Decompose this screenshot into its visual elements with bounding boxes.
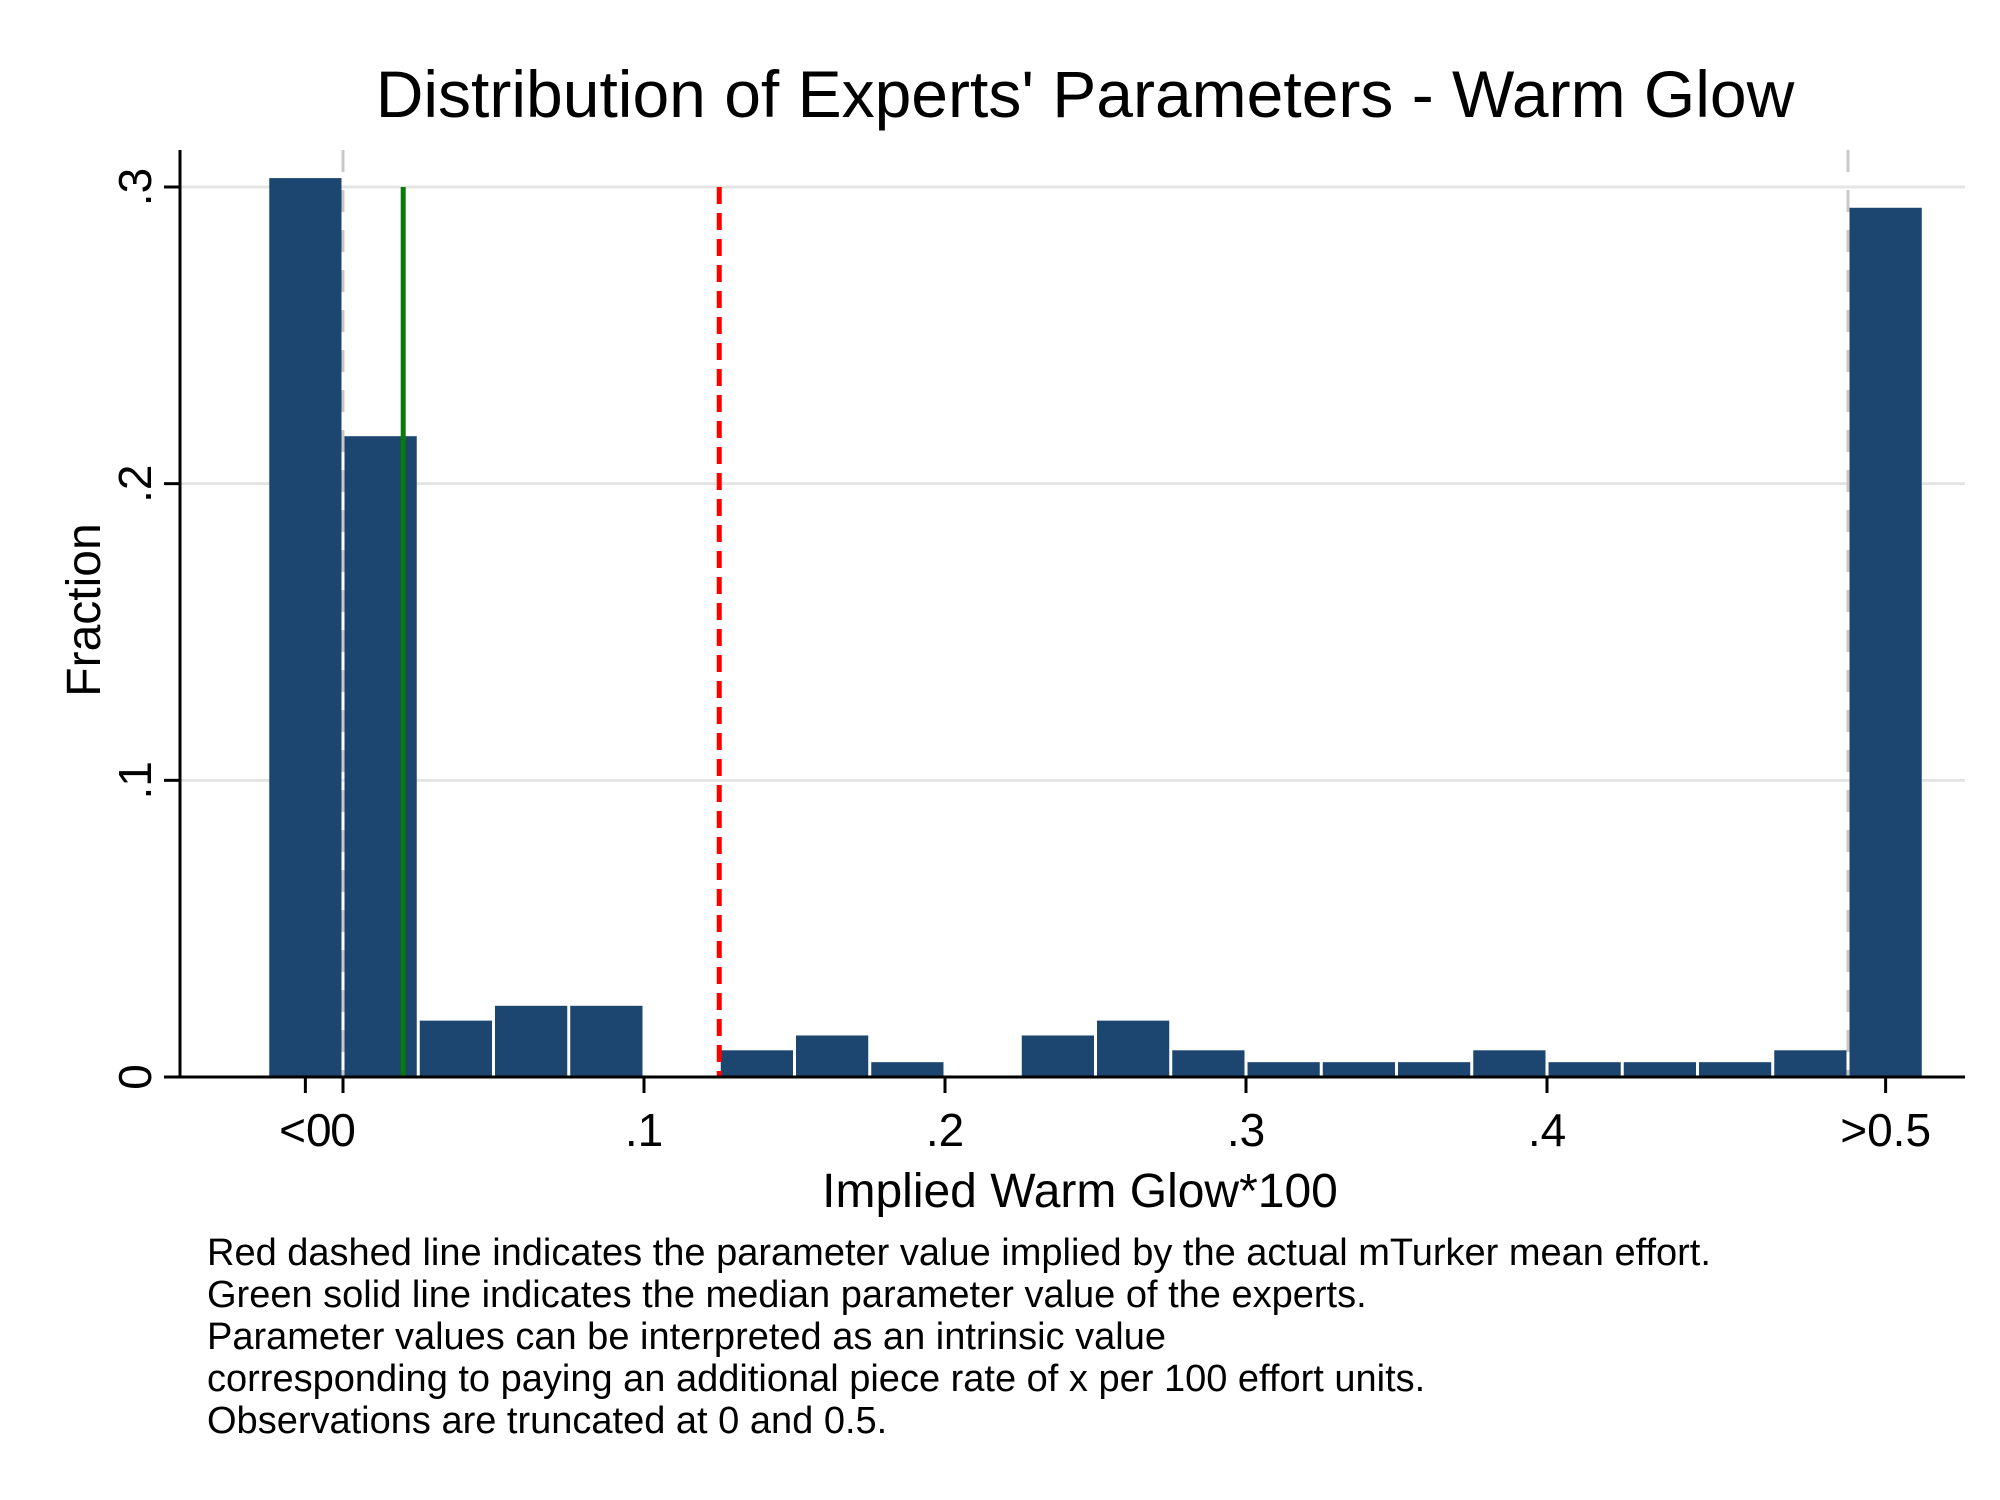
histogram-bar (570, 1005, 643, 1077)
y-tick-labels: 0 .1 .2 .3 (109, 168, 180, 1090)
x-axis-label: Implied Warm Glow*100 (822, 1165, 1338, 1218)
x-tick-label: 0 (330, 1104, 356, 1156)
histogram-bar (1849, 207, 1922, 1077)
x-tick-label: >0.5 (1840, 1104, 1931, 1156)
histogram-bar (419, 1020, 492, 1077)
histogram-bar (269, 178, 342, 1078)
histogram-bar (1172, 1050, 1245, 1077)
histogram-bar (720, 1050, 793, 1077)
histogram-bar (796, 1035, 869, 1077)
chart-title: Distribution of Experts' Parameters - Wa… (376, 57, 1795, 131)
histogram-bar (1021, 1035, 1094, 1077)
histogram-bar (871, 1062, 944, 1077)
x-tick-label: <0 (279, 1104, 331, 1156)
footnote-line: Green solid line indicates the median pa… (207, 1274, 1367, 1316)
axes (178, 150, 1965, 1079)
reference-lines (400, 187, 722, 1077)
footnote-line: Observations are truncated at 0 and 0.5. (207, 1400, 887, 1442)
histogram-bar (1473, 1050, 1546, 1077)
truncation-lines (341, 150, 1850, 1077)
footnote-line: Red dashed line indicates the parameter … (207, 1232, 1711, 1274)
x-tick-label: .1 (625, 1104, 663, 1156)
y-axis-label: Fraction (58, 523, 111, 696)
x-tick-label: .3 (1227, 1104, 1265, 1156)
histogram-bar (1322, 1062, 1395, 1077)
histogram-bar (495, 1005, 568, 1077)
y-tick-label: .2 (109, 464, 161, 502)
histogram-bar (1548, 1062, 1621, 1077)
histogram-bar (1398, 1062, 1471, 1077)
histogram-bar (344, 436, 417, 1077)
x-tick-label: .2 (926, 1104, 964, 1156)
histogram-bar (1699, 1062, 1772, 1077)
footnote-line: Parameter values can be interpreted as a… (207, 1316, 1166, 1358)
histogram-bar (1097, 1020, 1170, 1077)
histogram-bar (1774, 1050, 1847, 1077)
histogram-bars (269, 178, 1922, 1078)
footnotes: Red dashed line indicates the parameter … (207, 1232, 1711, 1442)
histogram-bar (1623, 1062, 1696, 1077)
x-tick-labels: <00 .1 .2 .3 .4 >0.5 (279, 1077, 1931, 1156)
histogram-bar (1247, 1062, 1320, 1077)
footnote-line: corresponding to paying an additional pi… (207, 1358, 1425, 1400)
y-tick-label: .3 (109, 168, 161, 206)
x-tick-label: .4 (1528, 1104, 1566, 1156)
y-tick-label: .1 (109, 761, 161, 799)
gridlines (180, 185, 1965, 782)
y-tick-label: 0 (109, 1064, 161, 1090)
